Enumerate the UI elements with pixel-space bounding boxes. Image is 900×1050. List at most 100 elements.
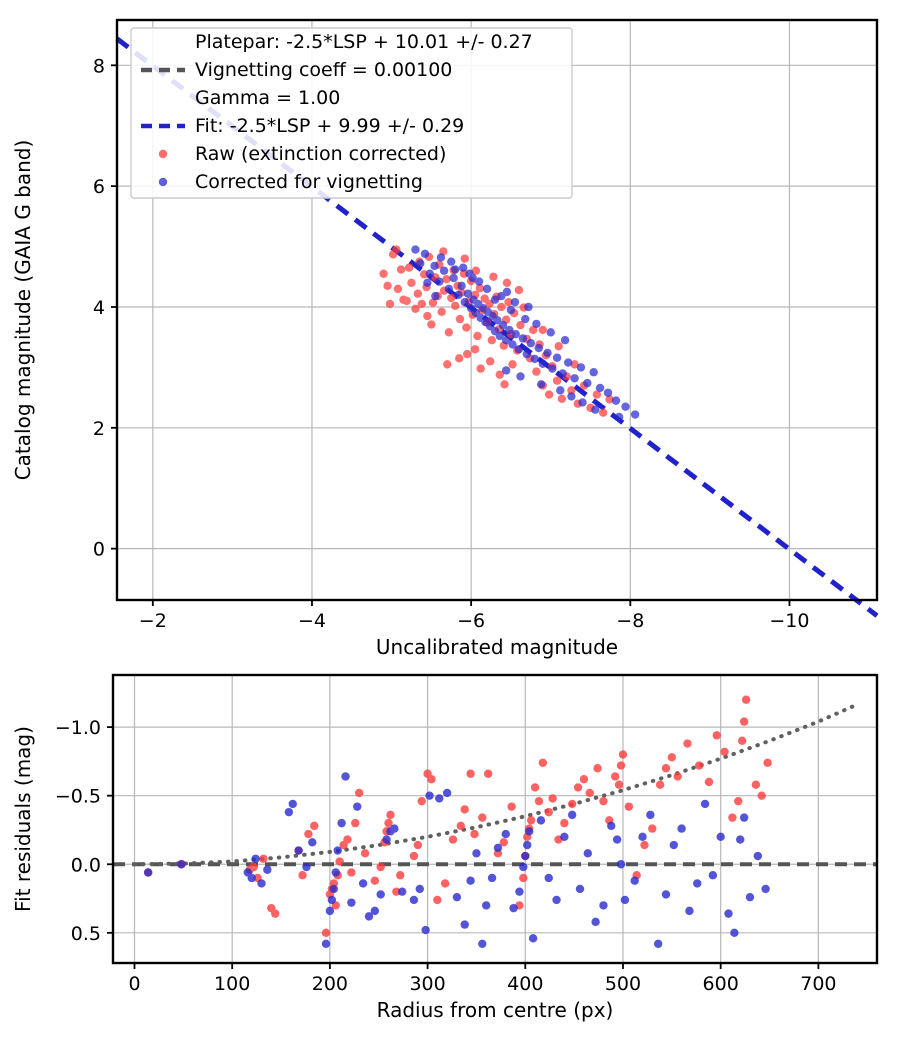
data-point: [552, 895, 561, 905]
data-point: [502, 278, 512, 288]
data-point: [482, 284, 492, 294]
legend-entry-1: Vignetting coeff = 0.00100: [141, 59, 452, 81]
data-point: [753, 851, 763, 861]
data-point: [454, 354, 464, 363]
data-point: [420, 249, 430, 259]
data-point: [507, 802, 516, 811]
data-point: [425, 791, 434, 800]
data-point: [669, 840, 678, 850]
data-point: [621, 402, 630, 411]
data-point: [333, 846, 342, 855]
data-point: [421, 925, 430, 935]
ytick-label-top-0: 0: [93, 539, 105, 561]
data-point: [655, 780, 665, 789]
ytick-label-top-2: 4: [93, 297, 105, 319]
data-point: [544, 390, 554, 399]
data-point: [443, 360, 452, 369]
data-point: [370, 876, 380, 885]
data-point: [449, 273, 458, 283]
data-point: [616, 761, 626, 770]
data-point: [570, 374, 579, 383]
data-point: [308, 838, 317, 847]
data-point: [435, 277, 444, 286]
ytick-label-bottom-3: −1.0: [55, 717, 101, 739]
data-point: [439, 266, 449, 275]
data-point: [425, 269, 434, 278]
data-point: [379, 269, 388, 278]
data-point: [614, 412, 624, 422]
ylabel-top: Catalog magnitude (GAIA G band): [11, 140, 35, 481]
data-point: [490, 295, 500, 304]
data-point: [538, 359, 547, 368]
data-point: [177, 860, 186, 869]
data-point: [376, 890, 385, 899]
data-point: [538, 758, 548, 767]
data-point: [646, 810, 655, 820]
data-point: [473, 331, 482, 341]
residual-series-corrected: [143, 772, 770, 948]
data-point: [454, 290, 463, 300]
xtick-label-bottom-0: 0: [128, 973, 140, 995]
data-point: [409, 851, 419, 861]
data-point: [466, 876, 475, 885]
data-point: [404, 263, 414, 272]
data-point: [521, 851, 530, 861]
data-point: [417, 796, 426, 806]
data-point: [694, 761, 704, 770]
data-point: [521, 314, 530, 324]
panel-photometric-calibration: −2 −4 −6 −8 −10 0 2 4 6 8 Uncalibrated magnitude Ca…: [11, 18, 879, 659]
data-point: [463, 289, 473, 298]
xtick-label-top-3: −8: [616, 610, 644, 632]
legend-label-4: Raw (extinction corrected): [195, 143, 446, 165]
data-point: [396, 265, 406, 274]
xtick-label-bottom-4: 400: [507, 973, 543, 995]
data-point: [578, 398, 587, 407]
data-point: [523, 840, 532, 850]
data-point: [431, 291, 440, 301]
data-point: [460, 920, 469, 929]
data-point: [487, 873, 497, 883]
data-point: [567, 799, 577, 809]
data-point: [427, 320, 436, 329]
data-point: [452, 892, 462, 902]
data-point: [560, 336, 570, 345]
data-point: [386, 810, 395, 820]
data-point: [536, 380, 546, 389]
xtick-label-bottom-1: 100: [214, 973, 250, 995]
data-point: [677, 824, 686, 833]
data-point: [614, 780, 624, 789]
data-point: [499, 838, 508, 847]
data-point: [616, 860, 626, 869]
data-point: [534, 343, 543, 353]
data-point: [329, 884, 338, 894]
data-point: [667, 753, 677, 762]
xtick-label-bottom-5: 500: [605, 973, 641, 995]
data-point: [364, 912, 374, 921]
data-point: [538, 325, 547, 335]
data-point: [472, 849, 481, 858]
xtick-label-top-1: −4: [298, 610, 326, 632]
data-point: [460, 805, 469, 814]
data-point: [247, 873, 256, 883]
data-point: [498, 320, 508, 330]
data-point: [589, 368, 598, 377]
data-point: [413, 840, 423, 850]
data-point: [370, 906, 380, 916]
data-point: [347, 898, 356, 907]
data-point: [143, 868, 153, 877]
data-point: [708, 871, 718, 880]
data-point: [700, 799, 710, 809]
data-point: [546, 328, 555, 337]
data-point: [504, 297, 513, 307]
data-point: [462, 349, 472, 359]
data-point: [458, 263, 468, 272]
data-point: [416, 259, 425, 268]
data-point: [505, 325, 514, 335]
data-point: [560, 832, 569, 842]
data-point: [524, 302, 533, 312]
data-point: [763, 758, 772, 767]
data-point: [554, 342, 563, 351]
data-point: [487, 336, 497, 345]
data-point: [495, 331, 504, 341]
